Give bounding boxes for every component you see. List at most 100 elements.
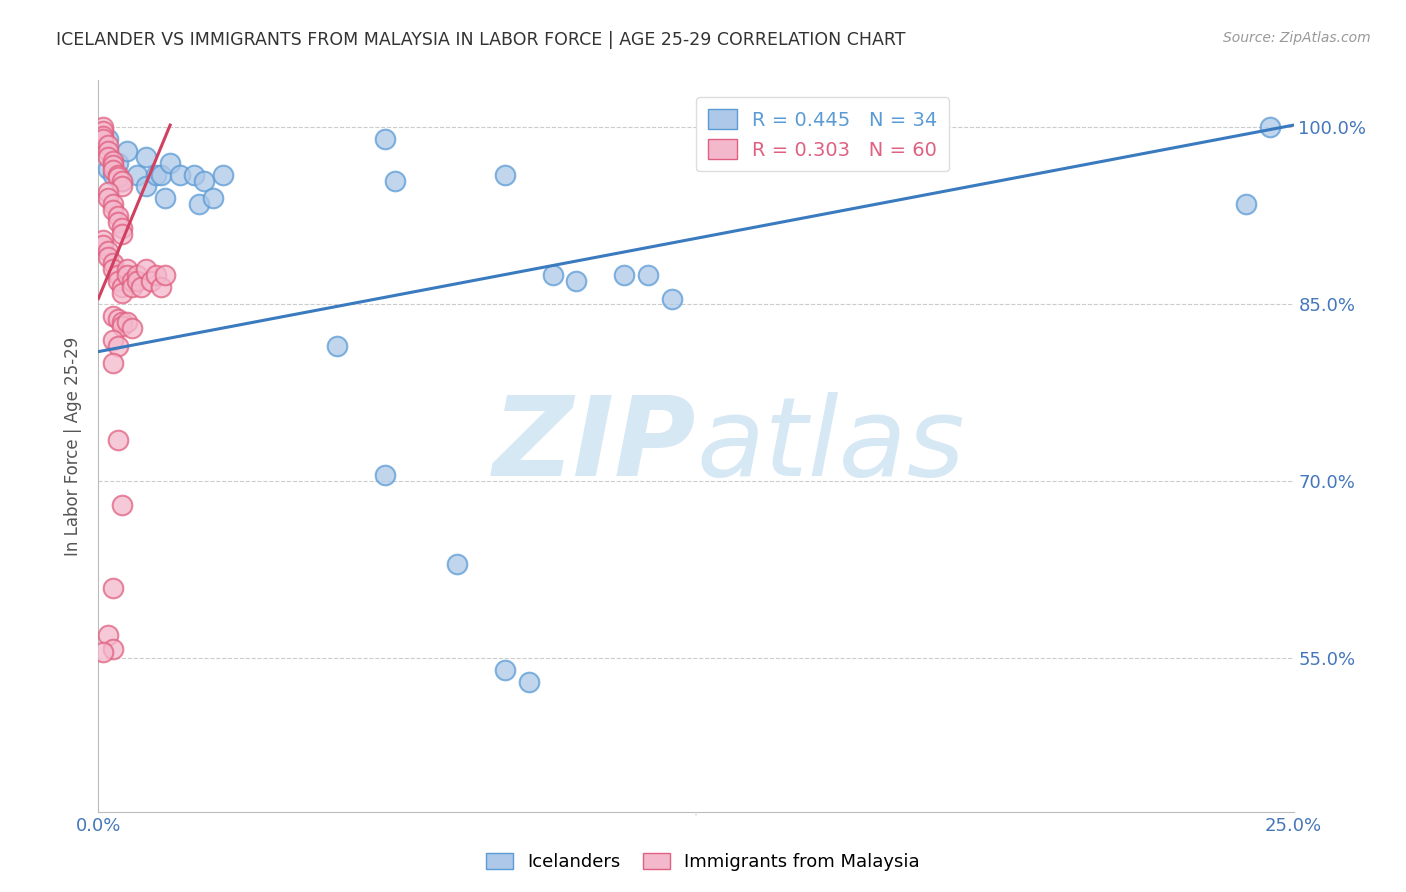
Point — [111, 279, 134, 293]
Point — [101, 202, 124, 217]
Point — [139, 274, 162, 288]
Point — [97, 161, 120, 176]
Point — [111, 498, 134, 512]
Point — [202, 191, 225, 205]
Point — [101, 581, 124, 595]
Text: Source: ZipAtlas.com: Source: ZipAtlas.com — [1223, 31, 1371, 45]
Point — [494, 168, 516, 182]
Point — [97, 186, 120, 200]
Point — [91, 238, 114, 252]
Point — [135, 262, 157, 277]
Point — [101, 197, 124, 211]
Point — [131, 279, 153, 293]
Point — [97, 250, 120, 264]
Point — [145, 268, 167, 282]
Point — [107, 274, 129, 288]
Point — [1234, 197, 1257, 211]
Point — [107, 209, 129, 223]
Y-axis label: In Labor Force | Age 25-29: In Labor Force | Age 25-29 — [65, 336, 83, 556]
Point — [111, 220, 134, 235]
Point — [149, 168, 172, 182]
Point — [107, 268, 129, 282]
Point — [91, 645, 114, 659]
Point — [135, 150, 157, 164]
Point — [91, 124, 114, 138]
Point — [97, 628, 120, 642]
Point — [446, 557, 468, 571]
Point — [135, 179, 157, 194]
Point — [115, 315, 138, 329]
Point — [374, 468, 396, 483]
Point — [107, 433, 129, 447]
Point — [115, 262, 138, 277]
Text: atlas: atlas — [696, 392, 965, 500]
Point — [91, 233, 114, 247]
Point — [326, 339, 349, 353]
Point — [111, 227, 134, 241]
Point — [101, 356, 124, 370]
Point — [159, 156, 181, 170]
Point — [115, 144, 138, 158]
Point — [149, 279, 172, 293]
Point — [374, 132, 396, 146]
Point — [187, 197, 209, 211]
Point — [565, 274, 588, 288]
Legend: R = 0.445   N = 34, R = 0.303   N = 60: R = 0.445 N = 34, R = 0.303 N = 60 — [696, 97, 949, 171]
Point — [661, 292, 683, 306]
Point — [91, 132, 114, 146]
Point — [97, 244, 120, 259]
Point — [97, 138, 120, 153]
Point — [107, 168, 129, 182]
Point — [121, 321, 143, 335]
Point — [107, 169, 129, 184]
Point — [384, 173, 406, 187]
Point — [101, 153, 124, 168]
Point — [111, 318, 134, 333]
Point — [111, 285, 134, 300]
Point — [121, 279, 143, 293]
Point — [169, 168, 191, 182]
Point — [541, 268, 564, 282]
Point — [101, 158, 124, 172]
Point — [97, 191, 120, 205]
Point — [107, 215, 129, 229]
Legend: Icelanders, Immigrants from Malaysia: Icelanders, Immigrants from Malaysia — [479, 846, 927, 879]
Point — [101, 256, 124, 270]
Point — [111, 315, 134, 329]
Point — [107, 156, 129, 170]
Point — [115, 268, 138, 282]
Point — [97, 150, 120, 164]
Point — [107, 311, 129, 326]
Text: ZIP: ZIP — [492, 392, 696, 500]
Point — [517, 675, 540, 690]
Point — [125, 268, 148, 282]
Point — [145, 168, 167, 182]
Point — [613, 268, 636, 282]
Text: ICELANDER VS IMMIGRANTS FROM MALAYSIA IN LABOR FORCE | AGE 25-29 CORRELATION CHA: ICELANDER VS IMMIGRANTS FROM MALAYSIA IN… — [56, 31, 905, 49]
Point — [97, 144, 120, 158]
Point — [494, 663, 516, 677]
Point — [101, 168, 124, 182]
Point — [91, 128, 114, 143]
Point — [125, 274, 148, 288]
Point — [121, 274, 143, 288]
Point — [155, 268, 177, 282]
Point — [111, 179, 134, 194]
Point — [155, 191, 177, 205]
Point — [637, 268, 659, 282]
Point — [91, 120, 114, 135]
Point — [193, 173, 215, 187]
Point — [111, 173, 134, 187]
Point — [101, 641, 124, 656]
Point — [101, 262, 124, 277]
Point — [101, 333, 124, 347]
Point — [107, 339, 129, 353]
Point — [183, 168, 205, 182]
Point — [101, 163, 124, 178]
Point — [111, 173, 134, 187]
Point — [125, 168, 148, 182]
Point — [1258, 120, 1281, 135]
Point — [211, 168, 233, 182]
Point — [101, 310, 124, 324]
Point — [97, 132, 120, 146]
